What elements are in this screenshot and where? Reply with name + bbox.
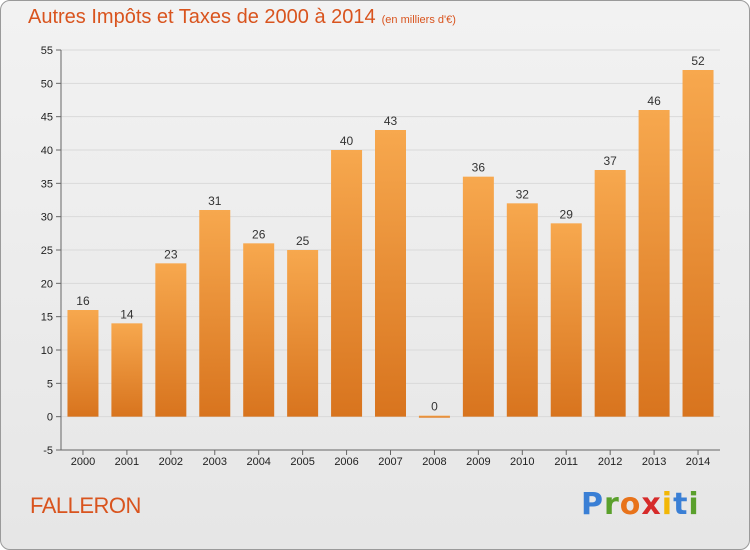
- commune-name: FALLERON: [30, 493, 141, 518]
- logo-letter: P: [581, 487, 604, 522]
- x-tick-label-2014: 2014: [686, 456, 710, 468]
- bar-2012: [594, 170, 626, 417]
- proxiti-logo: Proxiti: [581, 487, 700, 522]
- y-tick-label: 10: [41, 345, 53, 357]
- bar-2009: [462, 176, 494, 417]
- bar-2008: [418, 415, 450, 418]
- bars: [67, 70, 714, 418]
- value-label-2012: 37: [603, 154, 617, 168]
- axes: [56, 49, 720, 455]
- value-label-2009: 36: [472, 161, 486, 175]
- x-tick-label-2006: 2006: [334, 456, 358, 468]
- x-tick-label-2007: 2007: [378, 456, 402, 468]
- bar-2005: [287, 250, 319, 417]
- x-tick-label-2001: 2001: [115, 456, 139, 468]
- logo-letter: i: [688, 487, 700, 522]
- bar-2003: [199, 210, 231, 417]
- y-tick-label: -5: [43, 445, 53, 457]
- chart-title-main: Autres Impôts et Taxes de 2000 à 2014: [28, 6, 376, 28]
- value-label-2002: 23: [164, 247, 178, 261]
- value-label-2000: 16: [76, 294, 90, 308]
- x-tick-label-2010: 2010: [510, 456, 534, 468]
- y-tick-label: 50: [41, 78, 53, 90]
- chart-title-unit: (en milliers d'€): [381, 14, 456, 26]
- bar-2000: [67, 310, 99, 417]
- value-label-2014: 52: [691, 54, 705, 68]
- logo-letter: r: [604, 487, 620, 522]
- y-tick-label: 55: [41, 45, 53, 57]
- y-tick-label: 25: [41, 245, 53, 257]
- value-label-2003: 31: [208, 194, 222, 208]
- y-tick-label: 35: [41, 178, 53, 190]
- x-tick-label-2008: 2008: [422, 456, 446, 468]
- x-tick-label-2013: 2013: [642, 456, 666, 468]
- logo-letter: x: [641, 487, 662, 522]
- bar-2004: [243, 243, 275, 417]
- value-label-2001: 14: [120, 307, 134, 321]
- bar-2006: [331, 150, 363, 417]
- x-tick-label-2003: 2003: [203, 456, 227, 468]
- x-tick-label-2000: 2000: [71, 456, 95, 468]
- y-tick-label: 45: [41, 112, 53, 124]
- value-label-2011: 29: [560, 207, 574, 221]
- y-tick-label: 15: [41, 312, 53, 324]
- value-label-2013: 46: [647, 94, 661, 108]
- x-tick-label-2009: 2009: [466, 456, 490, 468]
- y-tick-label: 0: [47, 412, 53, 424]
- bar-2010: [506, 203, 538, 417]
- value-label-2008: 0: [431, 400, 438, 414]
- value-label-2004: 26: [252, 227, 266, 241]
- bar-2014: [682, 70, 714, 417]
- x-tick-label-2012: 2012: [598, 456, 622, 468]
- logo-letter: i: [661, 487, 674, 522]
- x-tick-label-2005: 2005: [290, 456, 314, 468]
- x-tick-label-2011: 2011: [554, 456, 578, 468]
- x-tick-label-2002: 2002: [159, 456, 183, 468]
- value-label-2007: 43: [384, 114, 398, 128]
- bar-2011: [550, 223, 582, 417]
- value-label-2006: 40: [340, 134, 354, 148]
- chart-title: Autres Impôts et Taxes de 2000 à 2014 (en…: [28, 6, 456, 29]
- labels: -5 0 5 10 15 20 25 30 35 40 45 50 55 16 2000 14 2001 23 20…: [41, 45, 711, 468]
- y-tick-label: 5: [47, 378, 53, 390]
- bar-2007: [375, 130, 406, 417]
- y-tick-label: 40: [41, 145, 53, 157]
- y-tick-label: 20: [41, 278, 53, 290]
- bar-2001: [111, 323, 143, 417]
- bar-2013: [638, 110, 670, 417]
- y-tick-label: 30: [41, 212, 53, 224]
- bar-2002: [155, 263, 187, 417]
- x-tick-label-2004: 2004: [246, 456, 270, 468]
- logo-letter: o: [619, 487, 642, 522]
- value-label-2010: 32: [516, 187, 530, 201]
- value-label-2005: 25: [296, 234, 310, 248]
- logo-letter: t: [673, 487, 689, 522]
